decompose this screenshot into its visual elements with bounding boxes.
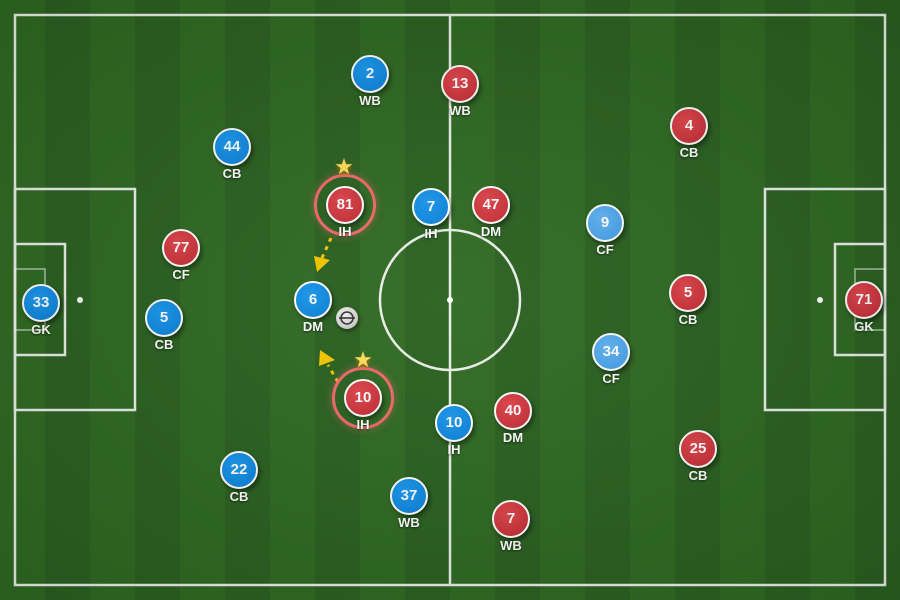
player-number: 33: [22, 284, 60, 322]
star-icon: ★: [353, 347, 373, 372]
player-number: 10: [435, 404, 473, 442]
center-circle: [378, 228, 522, 372]
player-role: IH: [356, 417, 370, 432]
player-number: 5: [669, 274, 707, 312]
player-role: CB: [222, 166, 242, 181]
player-role: CF: [596, 242, 614, 257]
player-number: 2: [351, 55, 389, 93]
pass-arrow-icon: [319, 350, 335, 366]
player-role: WB: [500, 538, 522, 553]
player-number: 7: [492, 500, 530, 538]
highlight-ring: [314, 174, 376, 236]
player-role: CB: [678, 312, 698, 327]
player-role: GK: [854, 319, 874, 334]
player-number: 81: [326, 186, 364, 224]
player-role: WB: [398, 515, 420, 530]
highlight-ring: [332, 367, 394, 429]
player-number: 77: [162, 229, 200, 267]
player-role: IH: [338, 224, 352, 239]
player-role: CB: [688, 468, 708, 483]
player-role: CB: [154, 337, 174, 352]
right-penalty-spot: [817, 297, 823, 303]
pass-arrow-line: [326, 364, 340, 383]
player-role: DM: [480, 224, 502, 239]
player-role: WB: [449, 103, 471, 118]
player-number: 37: [390, 477, 428, 515]
center-spot: [447, 297, 453, 303]
player-number: 9: [586, 204, 624, 242]
player-number: 5: [145, 299, 183, 337]
player-number: 40: [494, 392, 532, 430]
pass-arrow-icon: [314, 256, 330, 272]
player-number: 7: [412, 188, 450, 226]
player-role: GK: [31, 322, 51, 337]
pass-arrow-line: [320, 237, 333, 259]
player-role: DM: [302, 319, 324, 334]
player-number: 25: [679, 430, 717, 468]
player-number: 34: [592, 333, 630, 371]
player-role: CB: [229, 489, 249, 504]
player-role: CF: [172, 267, 190, 282]
player-role: IH: [424, 226, 438, 241]
player-number: 47: [472, 186, 510, 224]
player-role: IH: [447, 442, 461, 457]
player-number: 13: [441, 65, 479, 103]
player-number: 71: [845, 281, 883, 319]
soccer-ball-icon[interactable]: [336, 307, 358, 329]
player-role: WB: [359, 93, 381, 108]
left-penalty-spot: [77, 297, 83, 303]
player-number: 4: [670, 107, 708, 145]
star-icon: ★: [334, 154, 354, 179]
player-role: DM: [502, 430, 524, 445]
player-number: 10: [344, 379, 382, 417]
player-role: CB: [679, 145, 699, 160]
player-number: 6: [294, 281, 332, 319]
player-role: CF: [602, 371, 620, 386]
player-number: 22: [220, 451, 258, 489]
player-number: 44: [213, 128, 251, 166]
